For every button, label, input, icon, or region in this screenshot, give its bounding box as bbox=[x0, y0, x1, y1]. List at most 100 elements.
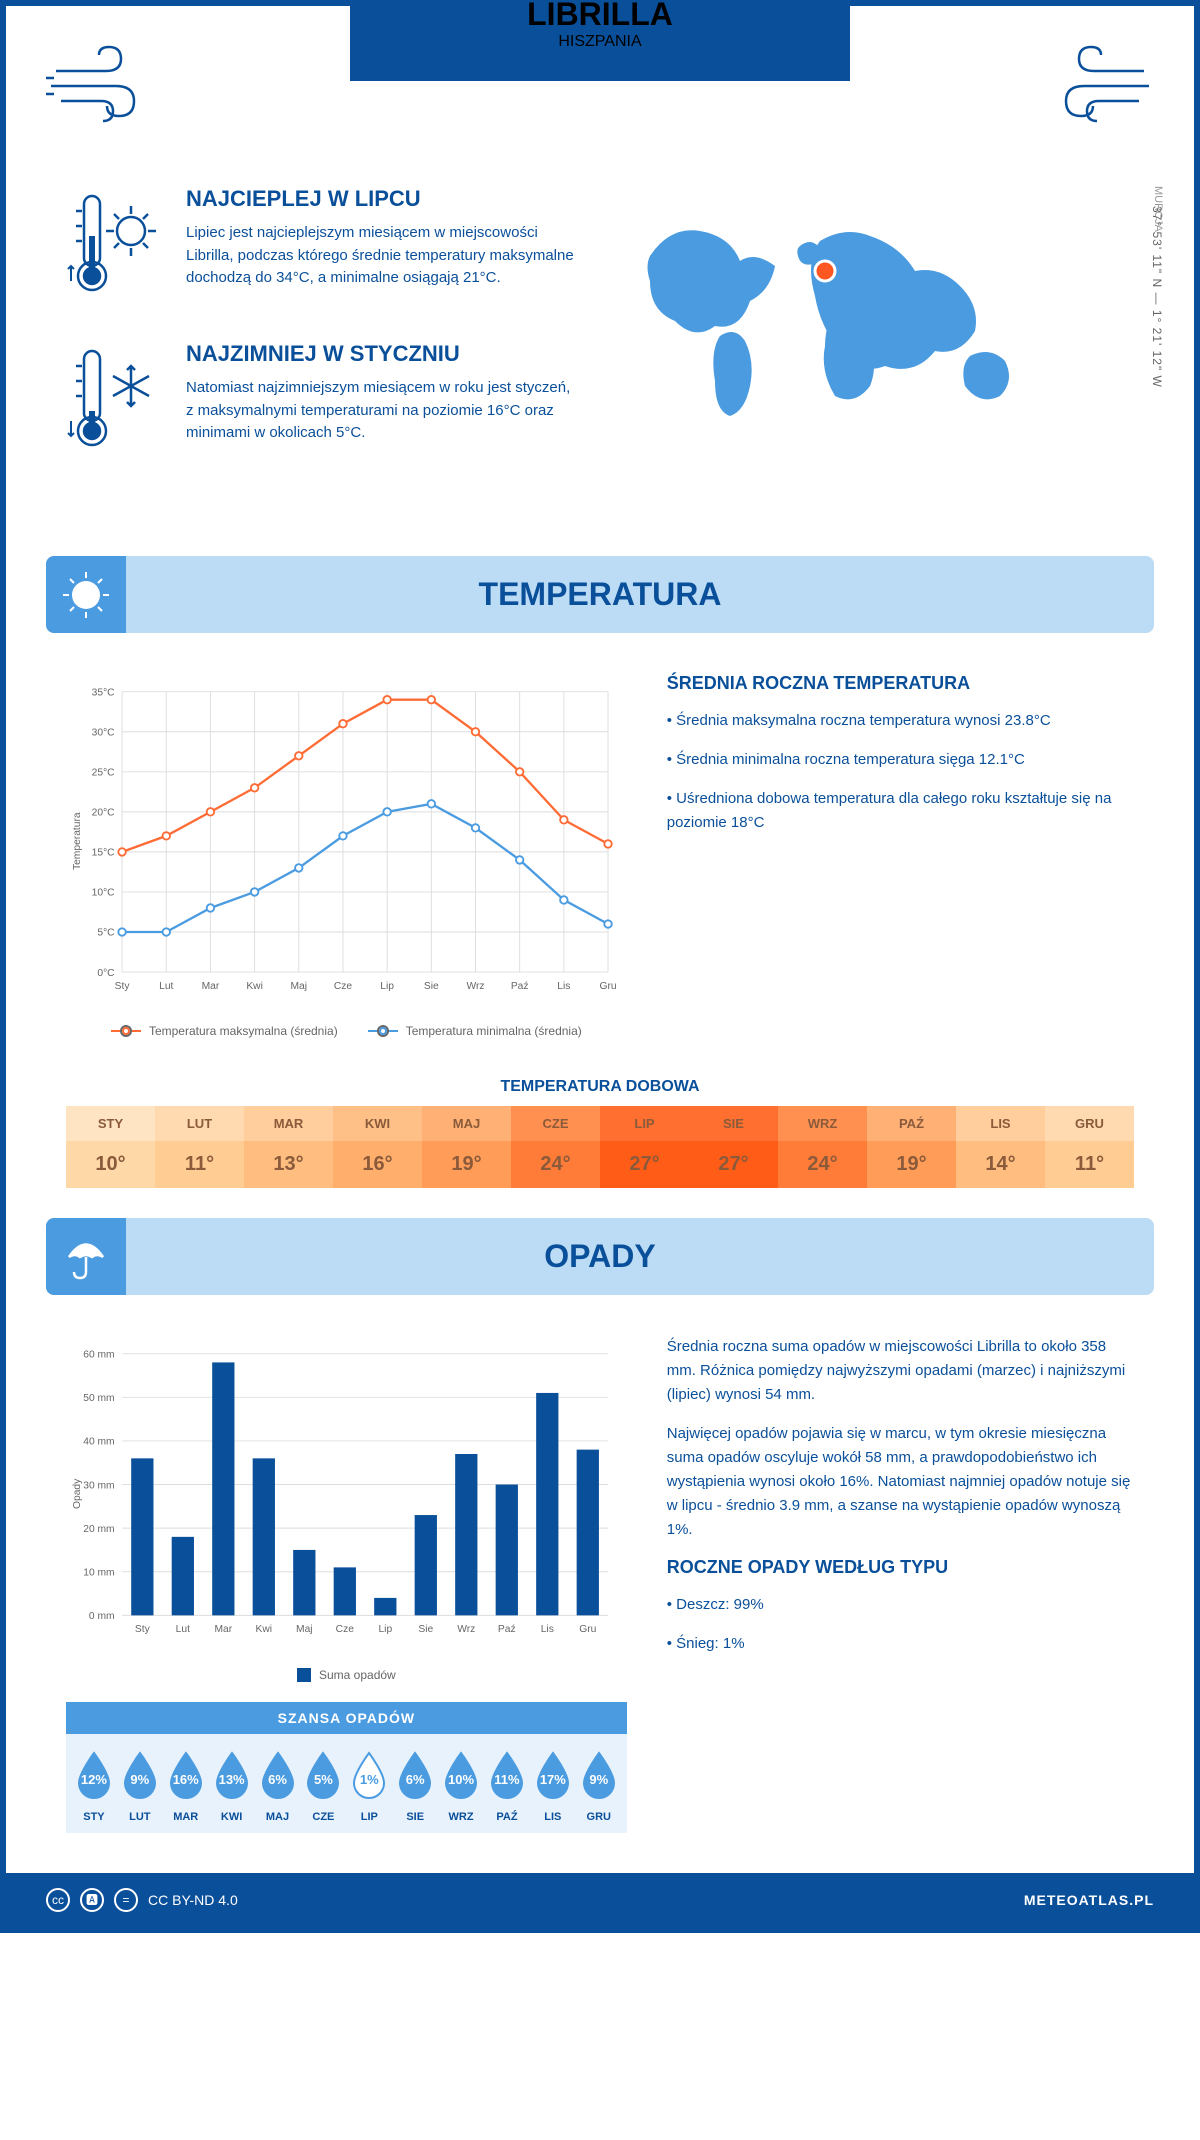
temp-cell: KWI16° bbox=[333, 1106, 422, 1188]
svg-text:Temperatura: Temperatura bbox=[72, 812, 83, 870]
svg-text:Mar: Mar bbox=[202, 981, 220, 992]
svg-text:Gru: Gru bbox=[579, 1625, 596, 1636]
hot-title: NAJCIEPLEJ W LIPCU bbox=[186, 186, 580, 212]
svg-text:0 mm: 0 mm bbox=[89, 1612, 115, 1623]
hot-desc: Lipiec jest najcieplejszym miesiącem w m… bbox=[186, 222, 580, 290]
precip-type-title: ROCZNE OPADY WEDŁUG TYPU bbox=[667, 1557, 1134, 1578]
license-text: CC BY-ND 4.0 bbox=[148, 1892, 238, 1908]
temp-bullet-0: • Średnia maksymalna roczna temperatura … bbox=[667, 709, 1134, 733]
intro-section: NAJCIEPLEJ W LIPCU Lipiec jest najcieple… bbox=[6, 146, 1194, 536]
by-icon: 🅰 bbox=[80, 1888, 104, 1912]
temp-legend: Temperatura maksymalna (średnia) Tempera… bbox=[66, 1024, 627, 1038]
umbrella-icon bbox=[46, 1218, 126, 1295]
rain-drop-cell: 17%LIS bbox=[530, 1749, 576, 1823]
svg-text:Maj: Maj bbox=[291, 981, 308, 992]
page-subtitle: HISZPANIA bbox=[350, 33, 850, 51]
temp-bullet-2: • Uśredniona dobowa temperatura dla całe… bbox=[667, 787, 1134, 835]
svg-text:Cze: Cze bbox=[336, 1625, 355, 1636]
svg-text:10°C: 10°C bbox=[92, 888, 116, 899]
rain-drop-cell: 1%LIP bbox=[346, 1749, 392, 1823]
temperature-info: ŚREDNIA ROCZNA TEMPERATURA • Średnia mak… bbox=[667, 673, 1134, 1038]
thermometer-cold-icon bbox=[66, 341, 166, 466]
svg-text:5°C: 5°C bbox=[97, 928, 115, 939]
svg-text:Kwi: Kwi bbox=[256, 1625, 273, 1636]
svg-text:Paź: Paź bbox=[511, 981, 529, 992]
svg-text:Cze: Cze bbox=[334, 981, 353, 992]
header-ribbon: LIBRILLA HISZPANIA bbox=[350, 0, 850, 81]
rain-chance-title: SZANSA OPADÓW bbox=[66, 1702, 627, 1734]
svg-text:30 mm: 30 mm bbox=[83, 1481, 114, 1492]
legend-min-label: Temperatura minimalna (średnia) bbox=[406, 1024, 582, 1038]
legend-sum-label: Suma opadów bbox=[319, 1668, 396, 1682]
legend-min: Temperatura minimalna (średnia) bbox=[368, 1024, 582, 1038]
rain-chance-block: SZANSA OPADÓW 12%STY9%LUT16%MAR13%KWI6%M… bbox=[66, 1702, 627, 1833]
precip-rain: • Deszcz: 99% bbox=[667, 1593, 1134, 1617]
hot-block: NAJCIEPLEJ W LIPCU Lipiec jest najcieple… bbox=[66, 186, 580, 311]
rain-chance-row: 12%STY9%LUT16%MAR13%KWI6%MAJ5%CZE1%LIP6%… bbox=[66, 1734, 627, 1833]
header: LIBRILLA HISZPANIA bbox=[6, 6, 1194, 146]
temp-cell: PAŹ19° bbox=[867, 1106, 956, 1188]
precip-snow: • Śnieg: 1% bbox=[667, 1632, 1134, 1656]
sun-icon bbox=[46, 556, 126, 633]
world-map-icon bbox=[620, 186, 1070, 436]
temperature-title: TEMPERATURA bbox=[479, 576, 722, 612]
intro-left: NAJCIEPLEJ W LIPCU Lipiec jest najcieple… bbox=[66, 186, 580, 496]
temp-cell: SIE27° bbox=[689, 1106, 778, 1188]
coordinates: 37° 53' 11" N — 1° 21' 12" W bbox=[1150, 206, 1164, 388]
rain-drop-cell: 13%KWI bbox=[209, 1749, 255, 1823]
cold-title: NAJZIMNIEJ W STYCZNIU bbox=[186, 341, 580, 367]
cold-text: NAJZIMNIEJ W STYCZNIU Natomiast najzimni… bbox=[186, 341, 580, 466]
temperature-content: 0°C5°C10°C15°C20°C25°C30°C35°CStyLutMarK… bbox=[6, 653, 1194, 1058]
temp-cell: WRZ24° bbox=[778, 1106, 867, 1188]
map-block: MURCJA 37° 53' 11" N — 1° 21' 12" W bbox=[620, 186, 1134, 496]
precipitation-content: 0 mm10 mm20 mm30 mm40 mm50 mm60 mmStyLut… bbox=[6, 1315, 1194, 1873]
precipitation-chart: 0 mm10 mm20 mm30 mm40 mm50 mm60 mmStyLut… bbox=[66, 1335, 627, 1853]
nd-icon: = bbox=[114, 1888, 138, 1912]
temp-cell: MAR13° bbox=[244, 1106, 333, 1188]
svg-text:Wrz: Wrz bbox=[466, 981, 484, 992]
svg-text:Sty: Sty bbox=[135, 1625, 151, 1636]
legend-max: Temperatura maksymalna (średnia) bbox=[111, 1024, 338, 1038]
svg-text:15°C: 15°C bbox=[92, 848, 116, 859]
svg-text:Lis: Lis bbox=[557, 981, 570, 992]
temp-cell: STY10° bbox=[66, 1106, 155, 1188]
precip-legend: Suma opadów bbox=[66, 1668, 627, 1682]
temperature-chart: 0°C5°C10°C15°C20°C25°C30°C35°CStyLutMarK… bbox=[66, 673, 627, 1038]
cold-desc: Natomiast najzimniejszym miesiącem w rok… bbox=[186, 377, 580, 445]
rain-drop-cell: 9%GRU bbox=[576, 1749, 622, 1823]
svg-text:20°C: 20°C bbox=[92, 808, 116, 819]
svg-text:Wrz: Wrz bbox=[457, 1625, 475, 1636]
footer: cc 🅰 = CC BY-ND 4.0 METEOATLAS.PL bbox=[6, 1873, 1194, 1927]
rain-drop-cell: 5%CZE bbox=[300, 1749, 346, 1823]
svg-text:Maj: Maj bbox=[296, 1625, 313, 1636]
daily-temp-title: TEMPERATURA DOBOWA bbox=[6, 1078, 1194, 1096]
precipitation-section-header: OPADY bbox=[46, 1218, 1154, 1295]
precipitation-info: Średnia roczna suma opadów w miejscowośc… bbox=[667, 1335, 1134, 1853]
svg-text:40 mm: 40 mm bbox=[83, 1437, 114, 1448]
hot-text: NAJCIEPLEJ W LIPCU Lipiec jest najcieple… bbox=[186, 186, 580, 311]
footer-license: cc 🅰 = CC BY-ND 4.0 bbox=[46, 1888, 238, 1912]
temp-cell: CZE24° bbox=[511, 1106, 600, 1188]
svg-text:30°C: 30°C bbox=[92, 727, 116, 738]
rain-drop-cell: 11%PAŹ bbox=[484, 1749, 530, 1823]
wind-icon-left bbox=[46, 36, 166, 136]
precipitation-title: OPADY bbox=[544, 1238, 655, 1274]
svg-text:Lis: Lis bbox=[541, 1625, 554, 1636]
thermometer-hot-icon bbox=[66, 186, 166, 311]
svg-text:Lip: Lip bbox=[380, 981, 394, 992]
rain-drop-cell: 10%WRZ bbox=[438, 1749, 484, 1823]
svg-text:Kwi: Kwi bbox=[246, 981, 263, 992]
svg-text:10 mm: 10 mm bbox=[83, 1568, 114, 1579]
svg-text:0°C: 0°C bbox=[97, 968, 115, 979]
svg-text:Paź: Paź bbox=[498, 1625, 516, 1636]
svg-text:Sie: Sie bbox=[424, 981, 439, 992]
cc-icon: cc bbox=[46, 1888, 70, 1912]
wind-icon-right bbox=[1034, 36, 1154, 136]
svg-text:Lip: Lip bbox=[378, 1625, 392, 1636]
svg-text:60 mm: 60 mm bbox=[83, 1350, 114, 1361]
legend-max-label: Temperatura maksymalna (średnia) bbox=[149, 1024, 338, 1038]
temperature-section-header: TEMPERATURA bbox=[46, 556, 1154, 633]
svg-text:Lut: Lut bbox=[176, 1625, 190, 1636]
rain-drop-cell: 6%SIE bbox=[392, 1749, 438, 1823]
rain-drop-cell: 12%STY bbox=[71, 1749, 117, 1823]
